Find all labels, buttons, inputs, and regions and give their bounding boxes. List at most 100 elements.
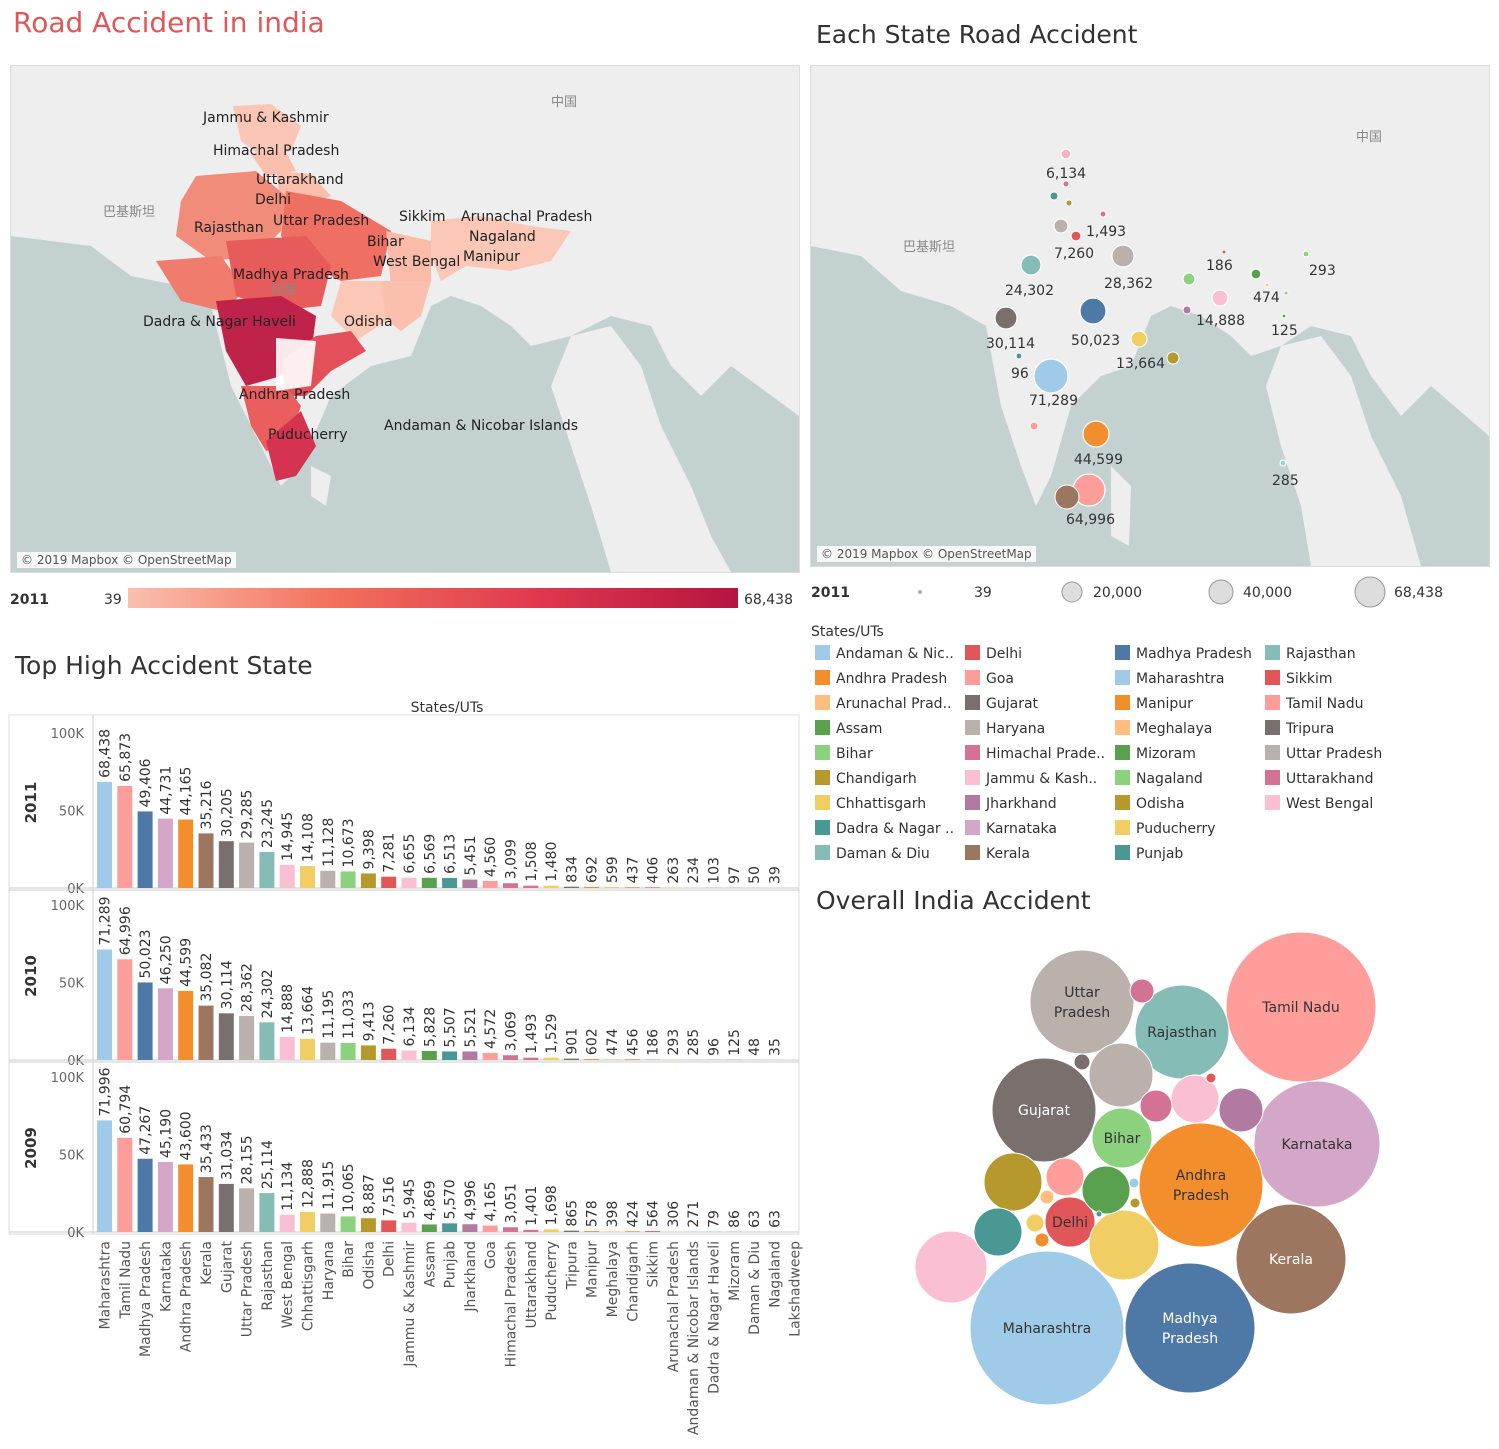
map2-small-bubble-0[interactable] xyxy=(1049,191,1059,201)
legend-item-uttarakhand[interactable]: Uttarakhand xyxy=(1265,770,1373,787)
bar-2011-uttarakhand[interactable] xyxy=(523,885,539,888)
map2-small-bubble-10[interactable] xyxy=(1054,484,1080,510)
bar-2009-bihar[interactable] xyxy=(340,1216,356,1232)
bubble-uttar-pradesh[interactable] xyxy=(1029,949,1135,1055)
bar-2009-maharashtra[interactable] xyxy=(97,1120,112,1232)
legend-item-punjab[interactable]: Punjab xyxy=(1115,845,1183,862)
legend-item-andhra-pradesh[interactable]: Andhra Pradesh xyxy=(815,670,947,687)
bar-2011-punjab[interactable] xyxy=(442,877,458,888)
bar-2009-andhra-pradesh[interactable] xyxy=(178,1164,194,1232)
legend-item-meghalaya[interactable]: Meghalaya xyxy=(1115,720,1212,737)
map2-bubble-1[interactable] xyxy=(1070,230,1082,242)
legend-item-andaman-nic[interactable]: Andaman & Nic.. xyxy=(815,645,954,662)
bar-2011-maharashtra[interactable] xyxy=(97,781,112,888)
map2-small-bubble-7[interactable] xyxy=(1264,282,1270,288)
bar-2009-uttar-pradesh[interactable] xyxy=(239,1188,255,1232)
bar-2009-west-bengal[interactable] xyxy=(279,1214,295,1232)
bar-2011-west-bengal[interactable] xyxy=(279,864,295,888)
legend-item-manipur[interactable]: Manipur xyxy=(1115,695,1193,712)
bar-2011-meghalaya[interactable] xyxy=(604,887,620,888)
bar-2009-goa[interactable] xyxy=(482,1225,498,1232)
bubble-chhattisgarh[interactable] xyxy=(1088,1209,1160,1281)
bar-2009-punjab[interactable] xyxy=(442,1223,458,1232)
bar-2011-karnataka[interactable] xyxy=(157,818,173,888)
bar-2011-bihar[interactable] xyxy=(340,871,356,888)
legend-item-rajasthan[interactable]: Rajasthan xyxy=(1265,645,1356,662)
bubble-odisha[interactable] xyxy=(983,1152,1043,1212)
bar-2011-odisha[interactable] xyxy=(360,873,376,888)
legend-item-dadra-nagar[interactable]: Dadra & Nagar .. xyxy=(815,820,954,837)
bubble-small-3[interactable] xyxy=(1034,1232,1050,1248)
bar-2009-tamil-nadu[interactable] xyxy=(117,1137,133,1232)
legend-item-karnataka[interactable]: Karnataka xyxy=(965,820,1057,837)
bar-chart[interactable]: States/UTs 2011 100K 50K 0K 68,438 65,87349,40… xyxy=(0,695,805,1440)
bar-2010-rajasthan[interactable] xyxy=(259,1022,275,1060)
bar-2009-madhya-pradesh[interactable] xyxy=(137,1158,153,1232)
bar-2009-delhi[interactable] xyxy=(381,1220,397,1232)
bar-2011-kerala[interactable] xyxy=(198,833,214,888)
map2-bubble-15[interactable] xyxy=(1082,420,1110,448)
bubble-tamil-nadu[interactable] xyxy=(1225,931,1377,1083)
legend-item-assam[interactable]: Assam xyxy=(815,720,882,737)
map2-bubble-8[interactable] xyxy=(1211,289,1229,307)
legend-item-chandigarh[interactable]: Chandigarh xyxy=(815,770,917,787)
bar-2010-odisha[interactable] xyxy=(360,1045,376,1060)
bar-2011-sikkim[interactable] xyxy=(645,887,661,888)
bar-2010-chhattisgarh[interactable] xyxy=(300,1038,315,1060)
bar-2010-manipur[interactable] xyxy=(584,1059,600,1060)
bubble-kerala[interactable] xyxy=(1235,1203,1347,1315)
bar-2010-jharkhand[interactable] xyxy=(462,1051,478,1060)
bubble-small-4[interactable] xyxy=(1039,1189,1055,1205)
bar-2009-himachal-pradesh[interactable] xyxy=(503,1227,518,1232)
bar-2010-maharashtra[interactable] xyxy=(97,949,112,1060)
bubble-small-6[interactable] xyxy=(1129,1197,1141,1209)
legend-item-daman-diu[interactable]: Daman & Diu xyxy=(815,845,930,862)
bar-2011-himachal-pradesh[interactable] xyxy=(503,883,518,888)
legend-item-bihar[interactable]: Bihar xyxy=(815,745,873,762)
bar-2009-haryana[interactable] xyxy=(320,1213,336,1232)
bubble-small-7[interactable] xyxy=(1095,1210,1103,1218)
bar-2010-karnataka[interactable] xyxy=(157,988,173,1060)
legend-item-sikkim[interactable]: Sikkim xyxy=(1265,670,1333,687)
bar-2011-andhra-pradesh[interactable] xyxy=(178,819,194,888)
bubble-goa[interactable] xyxy=(1045,1157,1085,1197)
map2-bubble-2[interactable] xyxy=(1053,218,1069,234)
bar-2009-kerala[interactable] xyxy=(198,1177,214,1232)
map2-bubble-9[interactable] xyxy=(1281,313,1287,319)
legend-item-puducherry[interactable]: Puducherry xyxy=(1115,820,1216,837)
bar-2009-jammu-kashmir[interactable] xyxy=(401,1222,417,1232)
bar-2009-meghalaya[interactable] xyxy=(604,1231,620,1232)
legend-item-kerala[interactable]: Kerala xyxy=(965,845,1030,862)
bar-2010-punjab[interactable] xyxy=(442,1051,458,1060)
bar-2011-jammu-kashmir[interactable] xyxy=(401,877,417,888)
bar-2010-bihar[interactable] xyxy=(340,1042,356,1060)
bubble-map[interactable]: © 2019 Mapbox © OpenStreetMap 6,134 1,493… xyxy=(810,65,1490,567)
bubble-himachal-pradesh[interactable] xyxy=(1139,1089,1173,1123)
bar-2009-tripura[interactable] xyxy=(563,1230,579,1232)
bar-2011-jharkhand[interactable] xyxy=(462,879,478,888)
bubble-haryana[interactable] xyxy=(1088,1042,1154,1108)
bar-2010-assam[interactable] xyxy=(421,1050,437,1060)
map2-small-bubble-8[interactable] xyxy=(1283,290,1289,296)
legend-item-west-bengal[interactable]: West Bengal xyxy=(1265,795,1373,812)
legend-item-arunachal-prad[interactable]: Arunachal Prad.. xyxy=(815,695,951,712)
choropleth-map[interactable]: © 2019 Mapbox © OpenStreetMap Jammu & Ka… xyxy=(10,65,800,573)
bar-2011-puducherry[interactable] xyxy=(543,885,559,888)
bar-2010-jammu-kashmir[interactable] xyxy=(401,1050,417,1060)
bubble-jharkhand[interactable] xyxy=(1218,1087,1264,1133)
bar-2010-tripura[interactable] xyxy=(563,1058,579,1060)
bubble-bihar[interactable] xyxy=(1091,1107,1153,1169)
bar-2010-meghalaya[interactable] xyxy=(604,1059,620,1060)
bar-2010-puducherry[interactable] xyxy=(543,1057,559,1060)
legend-item-tamil-nadu[interactable]: Tamil Nadu xyxy=(1265,695,1364,712)
legend-item-jammu-kash[interactable]: Jammu & Kash.. xyxy=(965,770,1097,787)
legend-item-maharashtra[interactable]: Maharashtra xyxy=(1115,670,1224,687)
map2-bubble-10[interactable] xyxy=(994,306,1018,330)
bubble-small-5[interactable] xyxy=(1128,1177,1140,1189)
bar-2011-assam[interactable] xyxy=(421,877,437,888)
bubble-punjab[interactable] xyxy=(973,1207,1023,1257)
legend-item-uttar-pradesh[interactable]: Uttar Pradesh xyxy=(1265,745,1382,762)
bar-2011-goa[interactable] xyxy=(482,880,498,888)
map2-bubble-3[interactable] xyxy=(1111,244,1135,268)
bar-2009-assam[interactable] xyxy=(421,1224,437,1232)
